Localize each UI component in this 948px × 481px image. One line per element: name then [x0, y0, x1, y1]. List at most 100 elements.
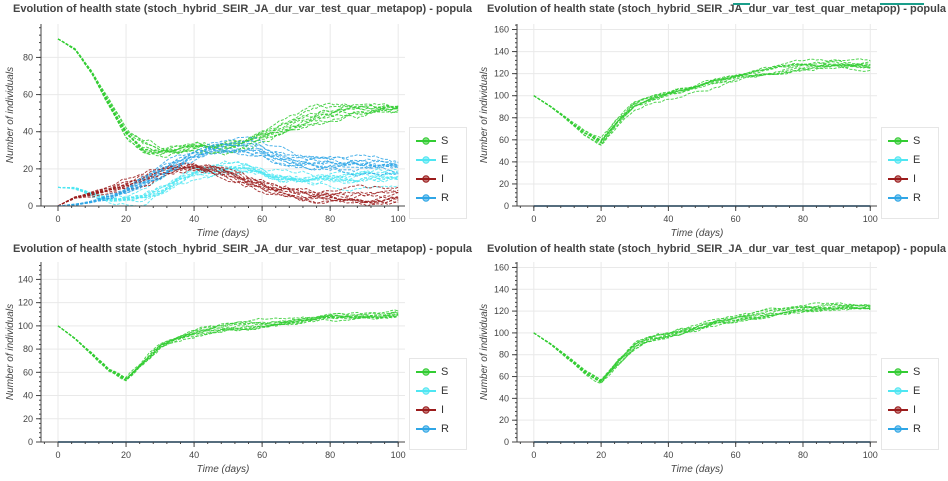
legend-swatch-icon [416, 406, 436, 414]
legend-item-I[interactable]: I [414, 403, 464, 417]
series-line-S [57, 38, 399, 154]
series-line-S [533, 63, 871, 141]
y-tick-label: 160 [494, 25, 509, 35]
x-axis-label: Time (days) [671, 464, 724, 475]
series-line-S [57, 38, 399, 153]
series-line-S [57, 309, 399, 380]
x-tick-label: 60 [257, 214, 267, 224]
y-tick-label: 140 [494, 284, 509, 294]
y-tick-label: 80 [23, 344, 33, 354]
chart-svg: 0 20 40 60 80 100 120 140 0 20 40 60 80 100 Time (days… [5, 262, 406, 475]
series-line-R [57, 148, 399, 207]
toolbar-indicator [880, 3, 924, 5]
legend-item-E[interactable]: E [886, 153, 936, 167]
legend-item-R[interactable]: R [886, 422, 936, 436]
legend-item-S[interactable]: S [886, 365, 936, 379]
legend-swatch-icon [888, 194, 908, 202]
y-tick-label: 100 [494, 91, 509, 101]
y-tick-label: 120 [494, 306, 509, 316]
y-tick-label: 20 [23, 414, 33, 424]
x-tick-label: 40 [663, 450, 673, 460]
series-line-I [57, 163, 399, 207]
legend-swatch-icon [416, 156, 436, 164]
y-tick-label: 40 [23, 127, 33, 137]
series-line-R [57, 147, 399, 207]
y-tick-label: 80 [499, 350, 509, 360]
y-tick-label: 40 [499, 157, 509, 167]
series-line-S [533, 302, 871, 382]
y-tick-label: 140 [494, 47, 509, 57]
series-line-I [57, 164, 399, 207]
x-tick-label: 60 [257, 450, 267, 460]
legend-swatch-icon [416, 137, 436, 145]
legend-label: I [913, 173, 917, 185]
y-tick-label: 40 [499, 393, 509, 403]
legend-swatch-icon [888, 368, 908, 376]
x-tick-label: 80 [798, 450, 808, 460]
legend-item-S[interactable]: S [414, 365, 464, 379]
legend-item-I[interactable]: I [886, 403, 936, 417]
legend-item-S[interactable]: S [414, 134, 464, 148]
series-line-S [533, 65, 871, 142]
series-line-S [57, 38, 399, 155]
x-tick-label: 100 [863, 214, 878, 224]
x-tick-label: 40 [189, 450, 199, 460]
legend-label: S [913, 366, 921, 378]
x-tick-label: 0 [56, 450, 61, 460]
legend-item-R[interactable]: R [414, 422, 464, 436]
legend-swatch-icon [888, 425, 908, 433]
legend-label: E [913, 154, 921, 166]
legend-item-E[interactable]: E [414, 153, 464, 167]
series-line-S [533, 304, 871, 381]
y-tick-label: 60 [499, 135, 509, 145]
chart-svg: 0 20 40 60 80 100 120 140 160 0 20 40 60 80 100 Time (d… [479, 262, 878, 475]
x-tick-label: 20 [596, 214, 606, 224]
series-line-R [57, 141, 399, 207]
chart-title: Evolution of health state (stoch_hybrid_… [13, 3, 473, 15]
y-tick-label: 20 [23, 164, 33, 174]
series-line-R [57, 144, 399, 207]
legend-item-S[interactable]: S [886, 134, 936, 148]
series-line-E [57, 164, 399, 201]
x-tick-label: 0 [531, 214, 536, 224]
series-line-I [57, 168, 399, 207]
legend-item-R[interactable]: R [414, 191, 464, 205]
y-tick-label: 20 [499, 415, 509, 425]
x-axis-label: Time (days) [671, 228, 724, 239]
x-tick-label: 100 [391, 450, 406, 460]
y-axis-label: Number of individuals [479, 67, 490, 163]
series-line-R [57, 139, 399, 207]
y-tick-label: 140 [18, 274, 33, 284]
y-tick-label: 0 [504, 201, 509, 211]
y-tick-label: 100 [18, 321, 33, 331]
legend-item-E[interactable]: E [886, 384, 936, 398]
x-axis-label: Time (days) [197, 464, 250, 475]
legend-label: R [913, 423, 921, 435]
y-tick-label: 80 [23, 52, 33, 62]
series-line-S [57, 38, 399, 156]
legend-label: I [441, 404, 445, 416]
series-line-S [533, 61, 871, 146]
series-line-R [57, 147, 399, 207]
chart-svg: 0 20 40 60 80 0 20 40 60 80 100 Time (days) Number o… [5, 24, 406, 239]
series-line-R [57, 147, 399, 207]
legend-item-I[interactable]: I [414, 172, 464, 186]
legend-label: E [441, 154, 449, 166]
legend-item-I[interactable]: I [886, 172, 936, 186]
x-tick-label: 20 [121, 450, 131, 460]
chart-panel-4: Evolution of health state (stoch_hybrid_… [474, 240, 948, 480]
y-tick-label: 0 [28, 437, 33, 447]
series-line-E [57, 167, 399, 203]
legend-label: I [441, 173, 445, 185]
legend-item-E[interactable]: E [414, 384, 464, 398]
x-tick-label: 0 [531, 450, 536, 460]
legend-item-R[interactable]: R [886, 191, 936, 205]
legend-label: E [441, 385, 449, 397]
x-tick-label: 100 [863, 450, 878, 460]
series-line-S [533, 58, 871, 144]
chart-svg: 0 20 40 60 80 100 120 140 160 0 20 40 60 80 100 Time (d… [479, 24, 878, 239]
series-line-S [533, 306, 871, 382]
